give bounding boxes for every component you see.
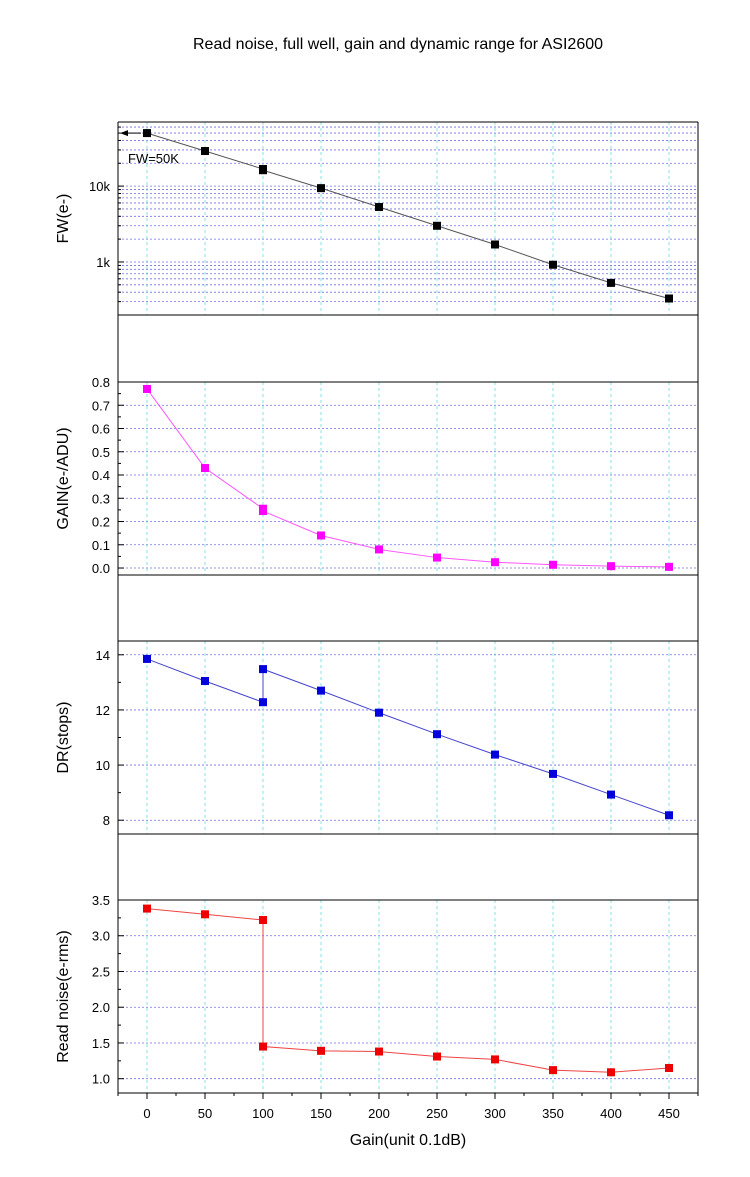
y-tick-label: 1k xyxy=(96,255,110,270)
y-tick-label: 0.5 xyxy=(92,445,110,460)
x-tick-label: 450 xyxy=(658,1106,680,1121)
y-tick-label: 0.0 xyxy=(92,561,110,576)
x-tick-label: 400 xyxy=(600,1106,622,1121)
data-point xyxy=(665,811,673,820)
y-tick-label: 1.5 xyxy=(92,1036,110,1051)
y-tick-label: 10 xyxy=(96,758,110,773)
data-point xyxy=(317,1046,325,1055)
x-axis-label: Gain(unit 0.1dB) xyxy=(350,1132,467,1149)
x-tick-label: 350 xyxy=(542,1106,564,1121)
data-point xyxy=(607,790,615,799)
data-point xyxy=(665,294,673,303)
data-point xyxy=(433,553,441,562)
data-point xyxy=(259,698,267,707)
data-point xyxy=(665,1063,673,1072)
y-tick-label: 12 xyxy=(96,703,110,718)
data-point xyxy=(317,531,325,540)
data-point xyxy=(259,507,267,516)
data-point xyxy=(491,240,499,249)
y-tick-label: 1.0 xyxy=(92,1072,110,1087)
data-point xyxy=(259,1042,267,1051)
y-tick-label: 0.3 xyxy=(92,491,110,506)
data-point xyxy=(549,1066,557,1075)
y-axis-label: GAIN(e-/ADU) xyxy=(55,427,72,529)
y-tick-label: 3.5 xyxy=(92,893,110,908)
y-tick-label: 0.8 xyxy=(92,375,110,390)
y-tick-label: 2.5 xyxy=(92,964,110,979)
y-axis-label: DR(stops) xyxy=(55,701,72,773)
data-point xyxy=(433,730,441,739)
data-point xyxy=(491,558,499,567)
data-point xyxy=(143,129,151,138)
y-tick-label: 0.2 xyxy=(92,515,110,530)
data-point xyxy=(665,562,673,571)
x-tick-label: 300 xyxy=(484,1106,506,1121)
data-point xyxy=(607,278,615,287)
y-tick-label: 2.0 xyxy=(92,1000,110,1015)
y-tick-label: 0.4 xyxy=(92,468,110,483)
y-tick-label: 14 xyxy=(96,648,110,663)
data-point xyxy=(549,769,557,778)
series-line xyxy=(146,388,670,568)
data-point xyxy=(201,910,209,919)
data-point xyxy=(491,750,499,759)
data-point xyxy=(375,1047,383,1056)
data-point xyxy=(607,562,615,571)
panel-1: 1k 10k FW(e-) FW=50K xyxy=(55,121,699,316)
data-point xyxy=(375,545,383,554)
data-point xyxy=(201,464,209,473)
data-point xyxy=(143,654,151,663)
data-point xyxy=(317,686,325,695)
y-tick-label: 10k xyxy=(89,179,110,194)
panel-4: 1.0 1.5 2.0 2.5 3.0 3.5 Read noise(e-rms) xyxy=(55,833,699,1094)
data-point xyxy=(143,904,151,913)
x-tick-label: 100 xyxy=(252,1106,274,1121)
data-point xyxy=(259,916,267,925)
data-point xyxy=(549,260,557,269)
data-point xyxy=(259,665,267,674)
y-tick-label: 8 xyxy=(103,813,110,828)
y-axis-label: FW(e-) xyxy=(55,194,72,244)
panel-2: 0.0 0.1 0.2 0.3 0.4 0.5 0.6 0.7 0.8 GAIN(e-/ADU) xyxy=(55,314,699,576)
y-tick-label: 3.0 xyxy=(92,929,110,944)
data-point xyxy=(433,221,441,230)
data-point xyxy=(143,384,151,393)
x-tick-label: 250 xyxy=(426,1106,448,1121)
data-point xyxy=(433,1052,441,1061)
series-line xyxy=(146,908,670,1073)
chart-title: Read noise, full well, gain and dynamic … xyxy=(193,36,603,53)
data-point xyxy=(201,676,209,685)
data-point xyxy=(607,1068,615,1077)
y-tick-label: 0.7 xyxy=(92,398,110,413)
y-axis-label: Read noise(e-rms) xyxy=(55,930,72,1062)
x-tick-label: 0 xyxy=(143,1106,150,1121)
y-tick-label: 0.1 xyxy=(92,538,110,553)
x-tick-label: 50 xyxy=(198,1106,212,1121)
annotation-label: FW=50K xyxy=(128,151,179,166)
annotation-arrowhead xyxy=(120,130,128,137)
series-line xyxy=(146,658,670,816)
data-point xyxy=(491,1055,499,1064)
panel-3: 8 10 12 14 DR(stops) xyxy=(55,574,699,835)
data-point xyxy=(375,708,383,717)
data-point xyxy=(259,166,267,175)
data-point xyxy=(375,203,383,212)
y-tick-label: 0.6 xyxy=(92,422,110,437)
x-tick-label: 150 xyxy=(310,1106,332,1121)
data-point xyxy=(201,147,209,156)
data-point xyxy=(549,560,557,569)
data-point xyxy=(317,184,325,193)
x-tick-label: 200 xyxy=(368,1106,390,1121)
